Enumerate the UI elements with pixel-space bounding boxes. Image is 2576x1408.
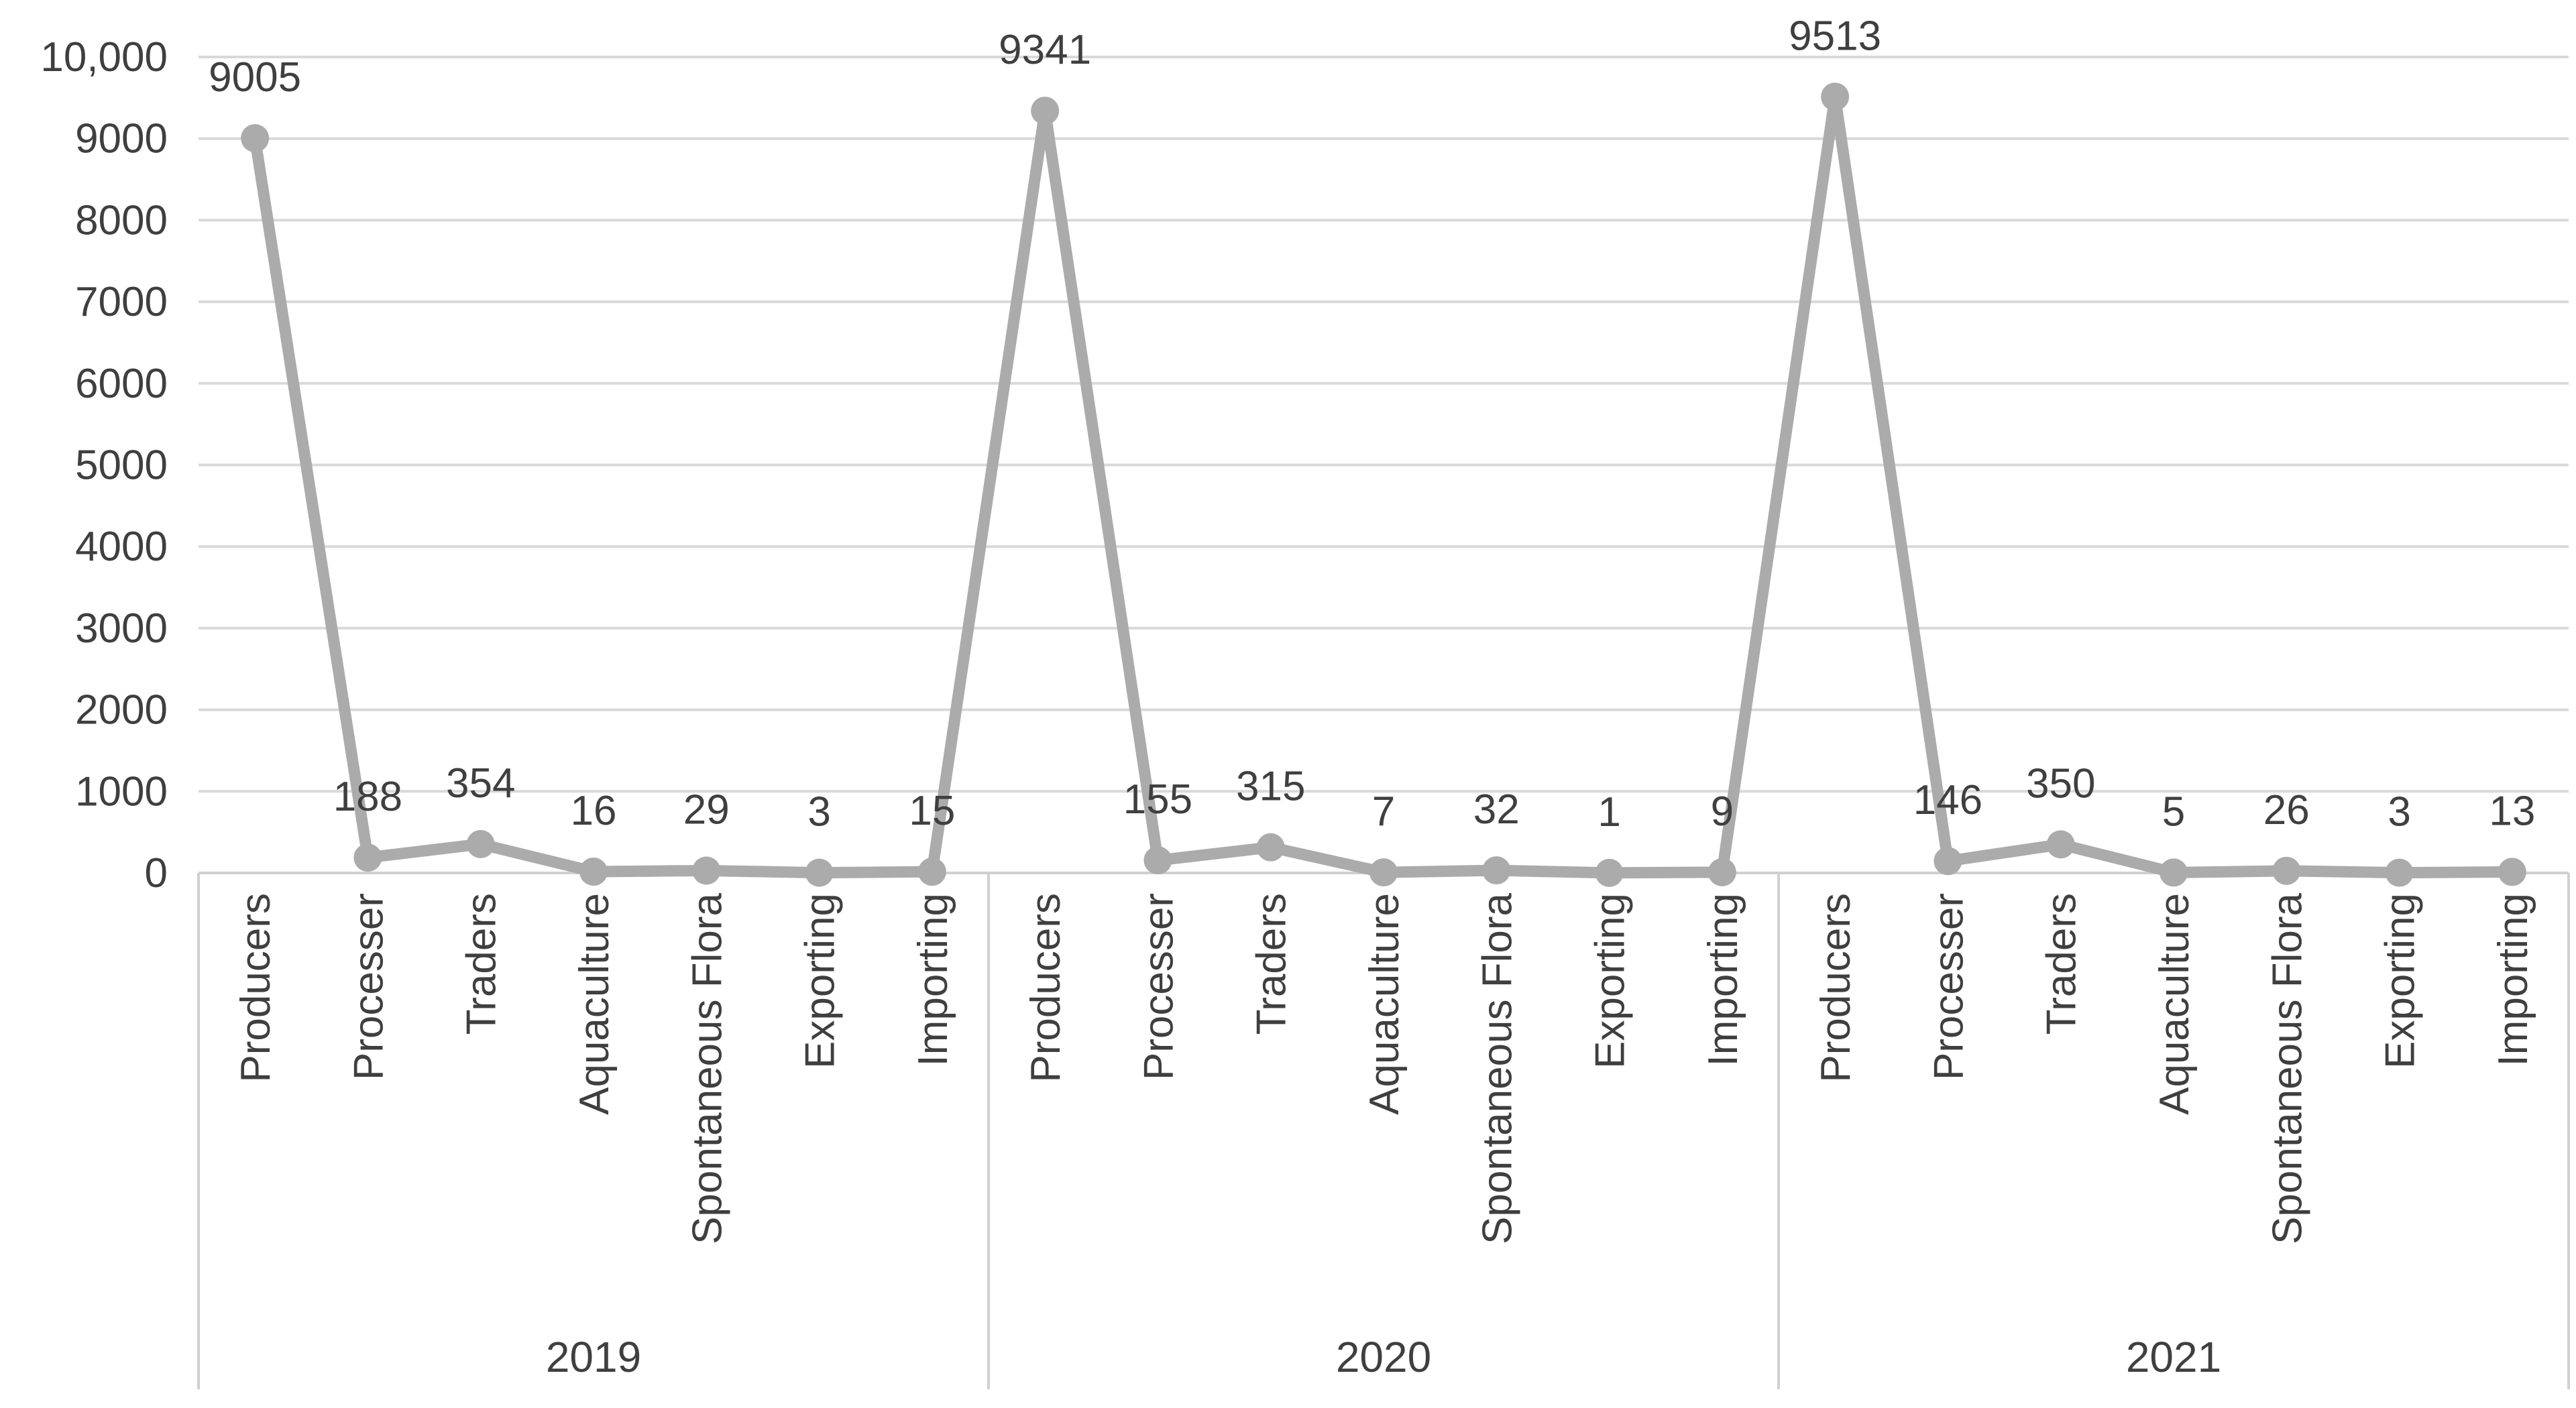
category-label: Importing <box>910 893 956 1066</box>
data-point-marker <box>692 856 721 885</box>
data-point-marker <box>579 858 608 886</box>
data-point-marker <box>1143 846 1172 875</box>
category-label: Processer <box>345 893 392 1080</box>
data-label: 32 <box>1473 786 1520 833</box>
y-axis-tick-label: 7000 <box>75 279 168 325</box>
data-point-marker <box>466 829 495 858</box>
year-label: 2020 <box>1336 1333 1431 1381</box>
data-label: 29 <box>683 786 730 833</box>
category-label: Producers <box>1813 893 1859 1083</box>
category-label: Aquaculture <box>2151 893 2198 1115</box>
category-label: Aquaculture <box>1361 893 1408 1115</box>
category-label: Traders <box>2039 893 2085 1035</box>
data-label: 1 <box>1598 789 1620 835</box>
data-label: 155 <box>1123 776 1192 823</box>
data-point-marker <box>1934 847 1962 876</box>
data-point-marker <box>1031 97 1060 125</box>
category-label: Importing <box>1700 893 1746 1066</box>
y-axis-tick-label: 4000 <box>75 524 168 570</box>
category-label: Spontaneous Flora <box>2264 892 2310 1244</box>
category-label: Traders <box>1249 893 1295 1035</box>
data-label: 188 <box>333 774 402 820</box>
y-axis-tick-label: 0 <box>145 850 168 896</box>
data-label: 9005 <box>209 54 301 101</box>
category-label: Exporting <box>2377 893 2424 1069</box>
data-label: 354 <box>446 760 515 807</box>
data-point-marker <box>2046 830 2075 859</box>
data-label: 16 <box>571 788 617 834</box>
data-label: 26 <box>2263 787 2310 833</box>
data-point-marker <box>353 843 382 872</box>
data-point-marker <box>1595 858 1624 887</box>
y-axis-tick-label: 5000 <box>75 443 168 489</box>
y-axis-tick-label: 1000 <box>75 768 168 815</box>
data-label: 350 <box>2026 760 2095 807</box>
category-label: Spontaneous Flora <box>684 892 730 1244</box>
category-label: Exporting <box>1587 893 1634 1069</box>
y-axis-tick-label: 3000 <box>75 605 168 652</box>
category-label: Exporting <box>797 893 844 1069</box>
category-label: Producers <box>1023 893 1069 1083</box>
data-point-marker <box>1369 858 1398 887</box>
year-label: 2019 <box>546 1333 641 1381</box>
data-point-marker <box>1256 833 1285 862</box>
year-label: 2021 <box>2126 1333 2221 1381</box>
category-label: Spontaneous Flora <box>1474 892 1520 1244</box>
category-label: Traders <box>459 893 505 1035</box>
category-label: Aquaculture <box>571 893 618 1115</box>
category-label: Processer <box>1925 893 1972 1080</box>
data-point-marker <box>1707 858 1736 886</box>
data-label: 9341 <box>999 27 1091 73</box>
data-point-marker <box>2385 858 2414 887</box>
data-label: 9513 <box>1789 13 1881 59</box>
data-label: 3 <box>807 789 830 835</box>
data-label: 13 <box>2489 788 2535 834</box>
data-point-marker <box>805 858 834 887</box>
data-point-marker <box>2498 858 2526 886</box>
data-label: 5 <box>2162 788 2185 835</box>
y-axis-tick-label: 8000 <box>75 197 168 243</box>
data-label: 7 <box>1372 788 1395 835</box>
data-point-marker <box>2160 858 2188 887</box>
data-label: 15 <box>909 788 955 834</box>
data-label: 315 <box>1236 764 1305 810</box>
category-label: Importing <box>2490 893 2536 1066</box>
data-point-marker <box>1821 82 1850 111</box>
data-point-marker <box>241 124 270 153</box>
data-point-marker <box>1482 856 1511 885</box>
data-label: 9 <box>1711 788 1734 835</box>
y-axis-tick-label: 10,000 <box>40 34 168 80</box>
y-axis-tick-label: 6000 <box>75 361 168 407</box>
data-label: 3 <box>2388 789 2410 835</box>
data-point-marker <box>917 858 946 886</box>
y-axis-tick-label: 9000 <box>75 116 168 162</box>
category-label: Processer <box>1135 893 1182 1080</box>
data-point-marker <box>2272 856 2301 885</box>
category-label: Producers <box>233 893 279 1083</box>
y-axis-tick-label: 2000 <box>75 687 168 734</box>
data-label: 146 <box>1913 777 1982 823</box>
